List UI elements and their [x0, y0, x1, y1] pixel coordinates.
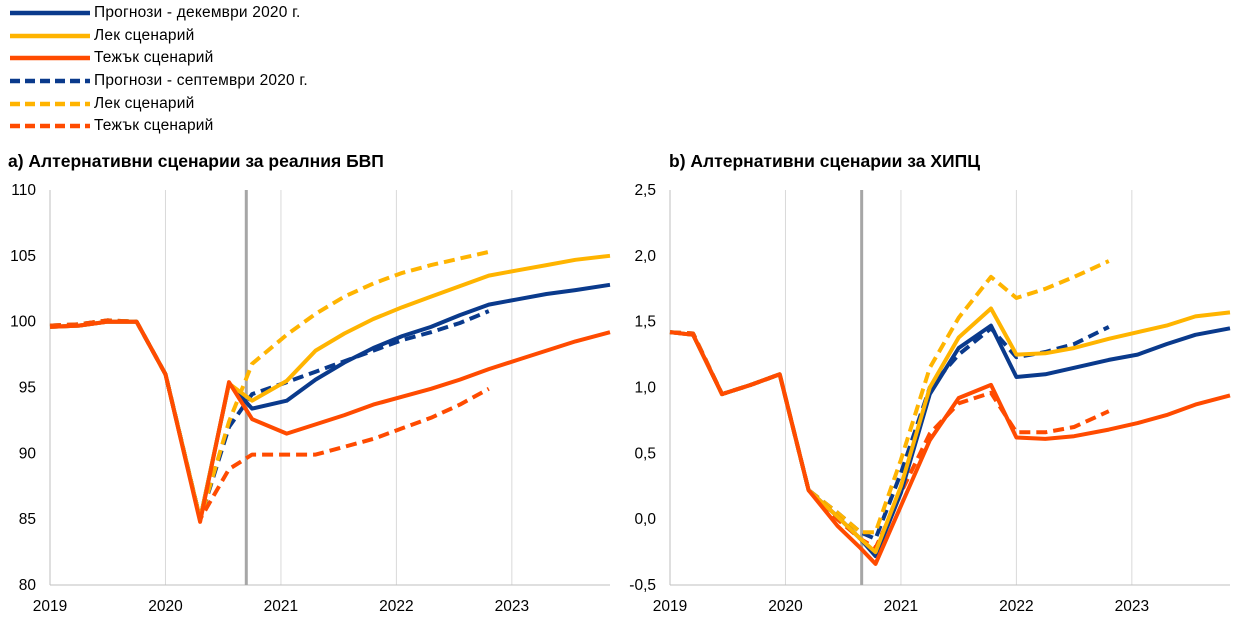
x-tick-label: 2020 — [768, 598, 803, 615]
y-tick-label: 0,5 — [634, 445, 656, 462]
y-tick-label: 1,0 — [634, 380, 656, 397]
x-tick-label: 2023 — [1115, 598, 1149, 615]
legend-label: Тежък сценарий — [94, 117, 214, 135]
y-tick-label: 85 — [19, 511, 36, 528]
series-line-gdp-2 — [49, 319, 611, 524]
legend-label: Прогнози - септември 2020 г. — [94, 72, 308, 90]
x-tick-label: 2019 — [33, 598, 67, 615]
chart-title-gdp: a) Алтернативни сценарии за реалния БВП — [8, 151, 384, 171]
y-tick-label: 1,5 — [634, 314, 656, 331]
legend-line-swatch — [10, 11, 90, 16]
x-tick-label: 2021 — [264, 598, 298, 615]
series-line-gdp-3 — [49, 309, 490, 522]
legend-item-dec-baseline: Прогнози - декември 2020 г. — [8, 2, 308, 25]
legend-label: Тежък сценарий — [94, 49, 214, 67]
legend-item-sep-severe: Тежък сценарий — [8, 115, 308, 138]
x-tick-label: 2020 — [148, 598, 183, 615]
legend-line-swatch — [10, 78, 90, 84]
legend-item-dec-severe: Тежък сценарий — [8, 47, 308, 70]
y-tick-label: 90 — [19, 445, 37, 462]
series-line-hicp-4 — [669, 259, 1110, 535]
y-tick-label: 105 — [10, 248, 36, 265]
legend-item-dec-mild: Лек сценарий — [8, 25, 308, 48]
y-tick-label: -0,5 — [629, 577, 656, 594]
y-tick-label: 0,0 — [634, 511, 656, 528]
legend-item-sep-baseline: Прогнози - септември 2020 г. — [8, 70, 308, 93]
legend-label: Лек сценарий — [94, 26, 195, 44]
y-tick-label: 80 — [19, 577, 37, 594]
chart-legend: Прогнози - декември 2020 г. Лек сценарий… — [8, 2, 308, 138]
legend-line-swatch — [10, 33, 90, 39]
legend-line-swatch — [10, 124, 90, 129]
x-tick-label: 2023 — [495, 598, 529, 615]
series-line-hicp-0 — [669, 323, 1231, 558]
x-tick-label: 2019 — [653, 598, 687, 615]
legend-label: Лек сценарий — [94, 94, 195, 112]
y-tick-label: 100 — [10, 314, 36, 331]
series-line-gdp-1 — [49, 253, 611, 522]
x-tick-label: 2021 — [884, 598, 918, 615]
series-line-gdp-4 — [49, 249, 490, 522]
chart-title-hicp: b) Алтернативни сценарии за ХИПЦ — [669, 151, 980, 171]
legend-item-sep-mild: Лек сценарий — [8, 92, 308, 115]
legend-line-swatch — [10, 101, 90, 106]
y-tick-label: 2,5 — [634, 182, 656, 199]
legend-label: Прогнози - декември 2020 г. — [94, 4, 301, 22]
y-tick-label: 2,0 — [634, 248, 656, 265]
series-line-hicp-2 — [669, 330, 1231, 566]
legend-line-swatch — [10, 56, 90, 61]
series-line-hicp-1 — [669, 306, 1231, 555]
x-tick-label: 2022 — [999, 598, 1033, 615]
x-tick-label: 2022 — [379, 598, 413, 615]
y-tick-label: 95 — [19, 380, 36, 397]
y-tick-label: 110 — [11, 182, 36, 199]
